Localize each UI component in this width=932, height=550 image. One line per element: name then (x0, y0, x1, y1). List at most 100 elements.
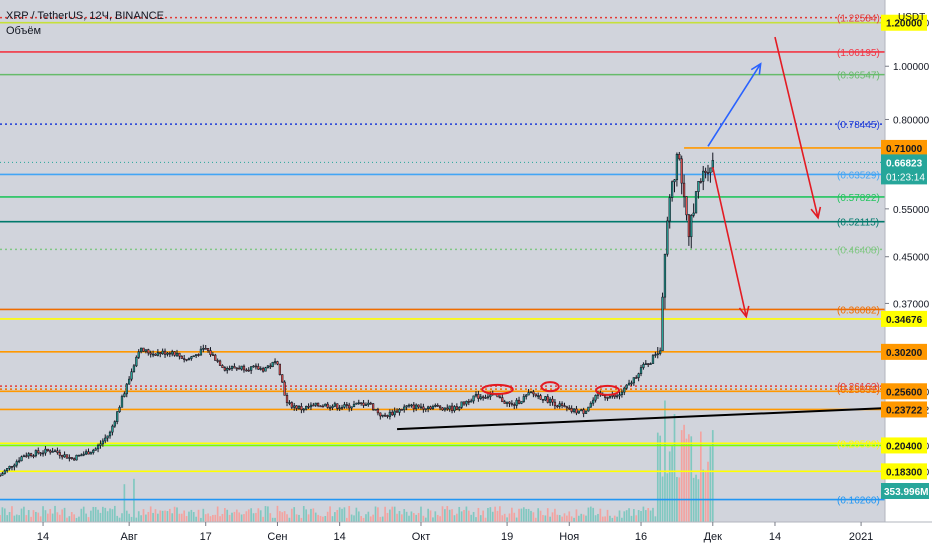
volume-bar-74 (176, 507, 178, 522)
candle-body-89 (211, 354, 215, 356)
candle-body-219 (522, 396, 525, 402)
volume-bar-60 (142, 509, 145, 522)
candle-body-163 (388, 411, 392, 417)
candle-body-243 (580, 409, 583, 412)
volume-bar-71 (168, 508, 171, 522)
candle-body-69 (163, 350, 167, 355)
candle-body-261 (623, 387, 626, 393)
level-badge-bg-19 (881, 463, 927, 480)
candle-body-190 (453, 406, 456, 412)
volume-bar-164 (391, 506, 394, 522)
volume-bar-21 (49, 508, 52, 522)
candle-body-56 (132, 365, 136, 373)
volume-bar-55 (130, 516, 133, 522)
x-tick-label-5: Окт (412, 531, 431, 543)
volume-bar-23 (54, 505, 56, 522)
candle-body-75 (178, 352, 181, 357)
candle-body-294 (702, 170, 705, 182)
candle-body-230 (548, 398, 552, 403)
candle-body-63 (149, 352, 152, 355)
candle-body-66 (156, 352, 160, 356)
volume-bar-248 (592, 507, 595, 522)
volume-bar-102 (243, 514, 245, 522)
volume-bar-10 (23, 506, 25, 522)
candle-body-96 (228, 368, 231, 370)
candle-body-85 (202, 348, 205, 350)
candle-body-159 (379, 412, 382, 417)
level-label-20: (0.16260) (837, 496, 880, 507)
candle-body-158 (376, 409, 380, 414)
volume-bar-46 (109, 508, 111, 522)
volume-bar-100 (238, 512, 241, 522)
volume-bar-155 (369, 516, 372, 522)
time-axis[interactable]: 14 Авг 17 Сен 14 Окт 19 Ноя 16 Дек 14 2021 (37, 522, 873, 543)
level-badge-16: 0.23722 (886, 405, 923, 416)
volume-bar-124 (295, 514, 298, 522)
volume-bar-249 (594, 515, 597, 522)
candle-body-213 (508, 401, 511, 404)
volume-bar-122 (290, 508, 293, 522)
candle-body-282 (673, 179, 676, 183)
volume-bar-77 (183, 510, 186, 522)
volume-bar-140 (334, 512, 336, 522)
volume-bar-106 (252, 513, 255, 522)
volume-bar-265 (633, 509, 635, 522)
volume-bar-272 (649, 510, 652, 522)
candle-body-179 (427, 406, 430, 409)
candle-body-14 (32, 455, 35, 458)
volume-bar-3 (6, 515, 9, 522)
candle-body-18 (41, 452, 45, 455)
volume-bar-84 (200, 517, 202, 522)
candle-body-33 (77, 454, 81, 457)
volume-bar-297 (709, 446, 712, 522)
candle-body-53 (125, 383, 128, 395)
candle-body-26 (61, 455, 64, 458)
level-label-6: (0.63529) (837, 170, 880, 181)
level-badge-12: 0.30200 (886, 348, 923, 359)
volume-bar-263 (628, 508, 630, 522)
candle-body-103 (245, 369, 248, 372)
volume-bar-196 (467, 510, 470, 522)
y-tick-label-1: 1.00000 (893, 62, 930, 73)
candle-body-92 (218, 360, 222, 366)
x-tick-label-3: Сен (267, 531, 287, 543)
volume-bar-242 (578, 515, 580, 522)
candle-body-279 (666, 220, 669, 255)
volume-bar-276 (659, 435, 661, 522)
volume-bar-44 (104, 507, 107, 522)
candle-body-78 (185, 359, 188, 361)
volume-bar-298 (711, 430, 714, 522)
candle-body-38 (89, 452, 93, 455)
volume-bar-244 (582, 514, 585, 522)
candle-body-220 (525, 394, 528, 397)
level-badge-bg-18 (881, 437, 927, 454)
candle-body-193 (460, 401, 463, 408)
volume-bar-73 (173, 506, 176, 522)
volume-bar-266 (635, 515, 638, 522)
candle-body-105 (250, 366, 253, 371)
volume-bar-118 (281, 512, 284, 522)
volume-bar-235 (561, 516, 563, 522)
volume-bar-234 (558, 515, 561, 522)
volume-bar-279 (666, 473, 669, 522)
candle-body-67 (159, 352, 162, 355)
volume-bar-158 (377, 507, 379, 522)
volume-bar-65 (154, 509, 157, 522)
candle-body-111 (264, 367, 267, 372)
volume-bar-81 (192, 512, 195, 522)
volume-bar-264 (630, 515, 633, 522)
candle-body-6 (13, 464, 16, 468)
volume-bar-120 (286, 514, 288, 522)
x-tick-label-2: 17 (200, 531, 212, 543)
candle-body-74 (175, 352, 179, 356)
level-label-2: (1.06195) (837, 48, 880, 59)
candle-body-132 (314, 402, 317, 406)
volume-bar-205 (489, 507, 492, 522)
volume-bar-189 (451, 509, 453, 522)
candle-body-218 (520, 401, 523, 404)
candle-body-184 (438, 405, 442, 409)
candle-body-76 (180, 355, 183, 359)
candle-body-160 (381, 414, 384, 417)
candle-body-8 (17, 460, 21, 463)
